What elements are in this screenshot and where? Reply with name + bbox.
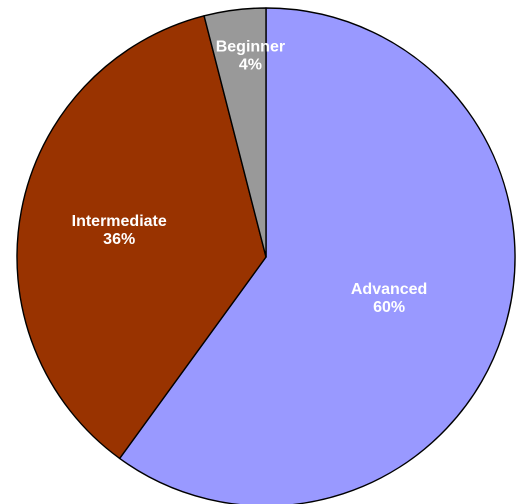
pie-slice-advanced: [118, 7, 516, 504]
pie-slice-intermediate: [16, 15, 267, 460]
slice-value-advanced: 60%: [373, 299, 405, 316]
pie-slices: [16, 7, 516, 504]
slice-label-beginner: Beginner: [216, 38, 285, 55]
slice-label-advanced: Advanced: [351, 281, 427, 298]
slice-value-intermediate: 36%: [103, 231, 135, 248]
slice-label-intermediate: Intermediate: [72, 213, 167, 230]
pie-slice-beginner: [203, 7, 267, 258]
slice-value-beginner: 4%: [239, 56, 262, 73]
